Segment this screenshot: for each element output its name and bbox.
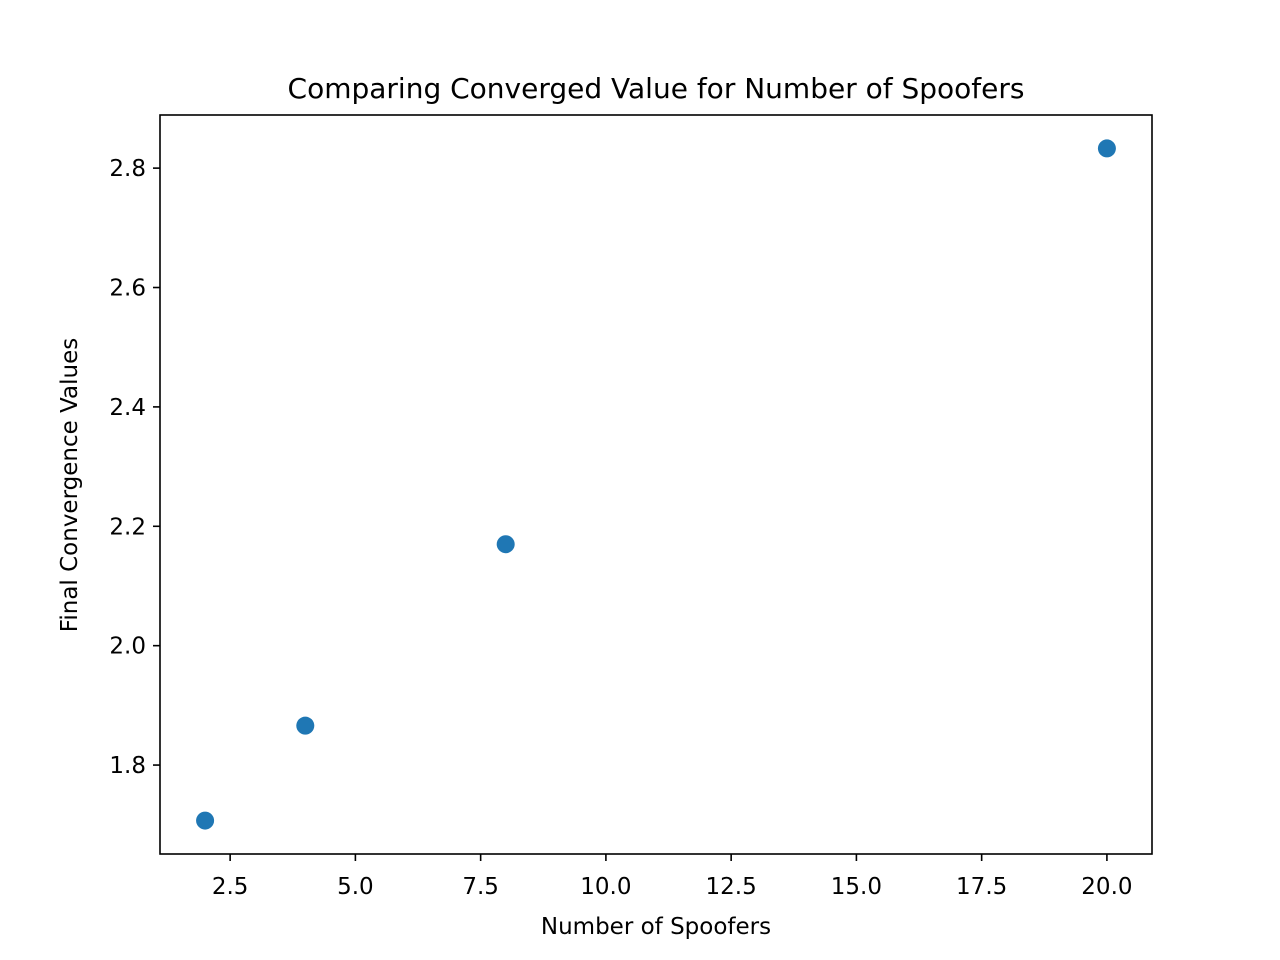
scatter-points	[196, 139, 1116, 830]
x-tick-label: 7.5	[462, 874, 499, 900]
y-tick-label: 2.8	[109, 156, 146, 182]
x-tick-label: 15.0	[831, 874, 882, 900]
data-point	[296, 716, 315, 735]
plot-frame	[159, 114, 1153, 855]
x-tick-label: 12.5	[706, 874, 757, 900]
y-tick-label: 2.2	[109, 514, 146, 540]
x-axis-label: Number of Spoofers	[541, 914, 771, 940]
x-tick-label: 2.5	[212, 874, 249, 900]
y-tick-label: 2.6	[109, 276, 146, 302]
y-axis-ticks: 1.8 2.0 2.2 2.4 2.6 2.8	[109, 156, 160, 779]
x-tick-label: 10.0	[580, 874, 631, 900]
y-tick-label: 2.4	[109, 395, 146, 421]
data-point	[1097, 139, 1116, 158]
x-tick-label: 5.0	[337, 874, 374, 900]
y-tick-label: 1.8	[109, 753, 146, 779]
y-axis-label: Final Convergence Values	[57, 338, 83, 632]
data-point	[496, 535, 515, 554]
x-tick-label: 20.0	[1081, 874, 1132, 900]
y-tick-label: 2.0	[109, 634, 146, 660]
x-tick-label: 17.5	[956, 874, 1007, 900]
data-point	[196, 811, 215, 830]
x-axis-ticks: 2.5 5.0 7.5 10.0 12.5 15.0 17.5 20.0	[212, 854, 1133, 900]
chart-title: Comparing Converged Value for Number of …	[288, 72, 1025, 105]
